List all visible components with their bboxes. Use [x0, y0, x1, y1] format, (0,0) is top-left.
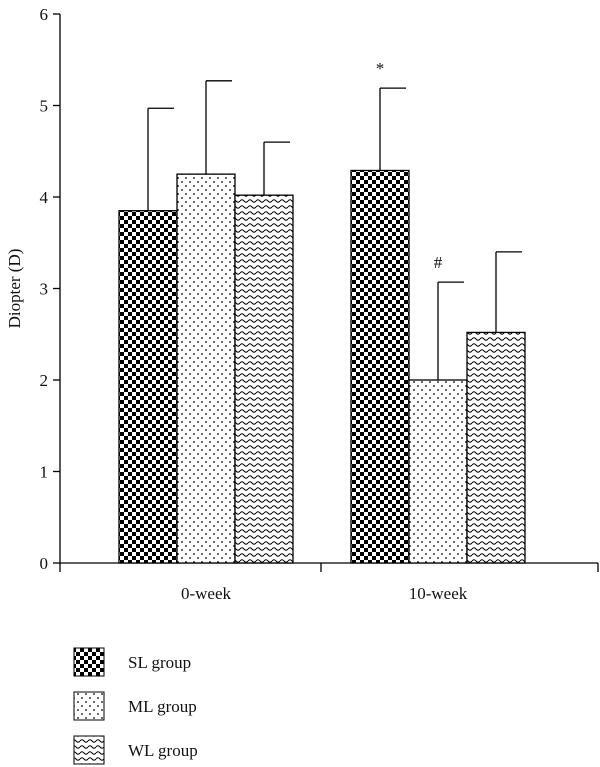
bar	[118, 210, 178, 564]
y-tick-label: 0	[40, 554, 49, 573]
bar	[176, 173, 236, 564]
significance-marker: *	[376, 59, 385, 78]
y-tick-label: 5	[40, 97, 49, 116]
bars: *#	[118, 59, 526, 564]
bar	[350, 169, 410, 564]
bar	[408, 379, 468, 564]
x-category-label: 0-week	[181, 584, 232, 603]
legend-label: ML group	[128, 697, 197, 716]
legend-swatch	[73, 735, 105, 765]
y-tick-label: 2	[40, 371, 49, 390]
y-tick-label: 6	[40, 5, 49, 24]
y-axis-title: Diopter (D)	[5, 249, 24, 329]
y-tick-label: 4	[40, 188, 49, 207]
legend-swatch	[73, 647, 105, 677]
legend-label: SL group	[128, 653, 191, 672]
significance-marker: #	[434, 253, 443, 272]
y-tick-label: 1	[40, 463, 49, 482]
bar	[234, 194, 294, 564]
legend-swatch	[73, 691, 105, 721]
legend-label: WL group	[128, 741, 198, 760]
y-tick-label: 3	[40, 280, 49, 299]
bar	[466, 331, 526, 564]
x-category-label: 10-week	[409, 584, 468, 603]
legend: SL group ML group WL group	[73, 647, 198, 765]
